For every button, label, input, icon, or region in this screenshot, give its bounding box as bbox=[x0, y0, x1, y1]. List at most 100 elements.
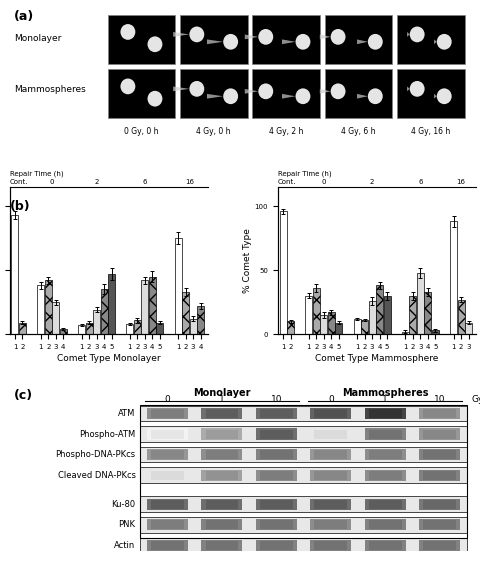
Polygon shape bbox=[244, 89, 258, 94]
Bar bbox=[368, 541, 401, 550]
Bar bbox=[147, 428, 188, 439]
Bar bbox=[431, 330, 438, 334]
Text: 1: 1 bbox=[382, 395, 387, 404]
Polygon shape bbox=[173, 87, 189, 91]
Ellipse shape bbox=[223, 34, 238, 49]
Bar bbox=[419, 408, 459, 419]
Bar bbox=[260, 500, 292, 509]
Ellipse shape bbox=[295, 34, 310, 49]
Ellipse shape bbox=[120, 24, 135, 40]
Bar bbox=[205, 471, 238, 480]
Bar bbox=[201, 519, 242, 531]
Bar bbox=[151, 409, 183, 418]
Text: Repair Time (h): Repair Time (h) bbox=[10, 170, 63, 176]
Bar bbox=[201, 540, 242, 551]
Bar bbox=[201, 498, 242, 510]
Bar bbox=[368, 301, 375, 334]
Bar bbox=[201, 408, 242, 419]
Text: 4 Gy, 2 h: 4 Gy, 2 h bbox=[268, 128, 302, 137]
Bar bbox=[260, 409, 292, 418]
Polygon shape bbox=[406, 32, 409, 37]
Bar bbox=[255, 449, 296, 460]
Bar bbox=[147, 449, 188, 460]
Bar bbox=[260, 450, 292, 459]
Bar bbox=[151, 429, 183, 438]
Bar bbox=[140, 426, 466, 442]
Polygon shape bbox=[319, 34, 330, 39]
Bar bbox=[310, 449, 350, 460]
Polygon shape bbox=[433, 39, 436, 44]
Ellipse shape bbox=[147, 37, 162, 52]
Bar bbox=[252, 15, 319, 64]
Bar bbox=[368, 409, 401, 418]
Ellipse shape bbox=[367, 88, 382, 104]
Bar bbox=[364, 408, 405, 419]
Bar bbox=[174, 238, 181, 334]
Bar bbox=[383, 296, 390, 334]
Text: 0: 0 bbox=[164, 395, 170, 404]
Bar bbox=[260, 471, 292, 480]
Text: Monolayer: Monolayer bbox=[14, 34, 61, 43]
Bar bbox=[100, 289, 108, 334]
Bar bbox=[255, 519, 296, 531]
Bar bbox=[324, 69, 391, 119]
Bar bbox=[419, 428, 459, 439]
Bar bbox=[205, 500, 238, 509]
Bar bbox=[205, 520, 238, 529]
Ellipse shape bbox=[189, 26, 204, 42]
Polygon shape bbox=[206, 39, 223, 44]
Text: ATM: ATM bbox=[118, 409, 135, 418]
Text: (a): (a) bbox=[14, 10, 35, 22]
Bar bbox=[396, 69, 464, 119]
Bar bbox=[147, 540, 188, 551]
Bar bbox=[422, 500, 455, 509]
Bar bbox=[419, 540, 459, 551]
Text: 4 Gy, 0 h: 4 Gy, 0 h bbox=[196, 128, 230, 137]
Ellipse shape bbox=[409, 26, 424, 42]
Bar bbox=[140, 447, 466, 463]
Bar bbox=[368, 471, 401, 480]
Polygon shape bbox=[244, 34, 258, 39]
Text: 1: 1 bbox=[218, 395, 224, 404]
Text: 0 Gy, 0 h: 0 Gy, 0 h bbox=[124, 128, 158, 137]
Bar bbox=[255, 408, 296, 419]
Bar bbox=[364, 449, 405, 460]
Polygon shape bbox=[356, 39, 367, 44]
Bar bbox=[60, 329, 67, 334]
Bar bbox=[457, 300, 464, 334]
Text: Ku-80: Ku-80 bbox=[111, 500, 135, 509]
Bar bbox=[364, 428, 405, 439]
Bar bbox=[37, 285, 44, 334]
Bar bbox=[314, 429, 347, 438]
Ellipse shape bbox=[409, 81, 424, 97]
Text: Monolayer: Monolayer bbox=[193, 388, 250, 398]
Polygon shape bbox=[281, 39, 295, 44]
Text: Gy: Gy bbox=[470, 395, 480, 404]
Bar bbox=[255, 470, 296, 481]
Bar bbox=[422, 429, 455, 438]
Bar bbox=[419, 519, 459, 531]
Bar bbox=[19, 323, 26, 334]
Ellipse shape bbox=[367, 34, 382, 49]
Bar bbox=[140, 496, 466, 512]
Bar bbox=[449, 221, 456, 334]
Bar bbox=[310, 428, 350, 439]
Bar bbox=[360, 320, 367, 334]
Bar bbox=[205, 541, 238, 550]
Bar bbox=[279, 211, 286, 334]
Bar bbox=[401, 332, 408, 334]
Ellipse shape bbox=[436, 88, 451, 104]
X-axis label: Comet Type Monolayer: Comet Type Monolayer bbox=[57, 354, 160, 363]
Bar bbox=[182, 292, 189, 334]
Text: 4 Gy, 6 h: 4 Gy, 6 h bbox=[340, 128, 375, 137]
X-axis label: Comet Type Mammosphere: Comet Type Mammosphere bbox=[314, 354, 438, 363]
Bar bbox=[368, 429, 401, 438]
Bar bbox=[375, 285, 382, 334]
Text: Mammospheres: Mammospheres bbox=[341, 388, 428, 398]
Polygon shape bbox=[319, 89, 330, 94]
Polygon shape bbox=[281, 94, 295, 98]
Bar bbox=[180, 69, 247, 119]
Ellipse shape bbox=[258, 29, 273, 45]
Bar bbox=[205, 450, 238, 459]
Bar bbox=[353, 319, 360, 334]
